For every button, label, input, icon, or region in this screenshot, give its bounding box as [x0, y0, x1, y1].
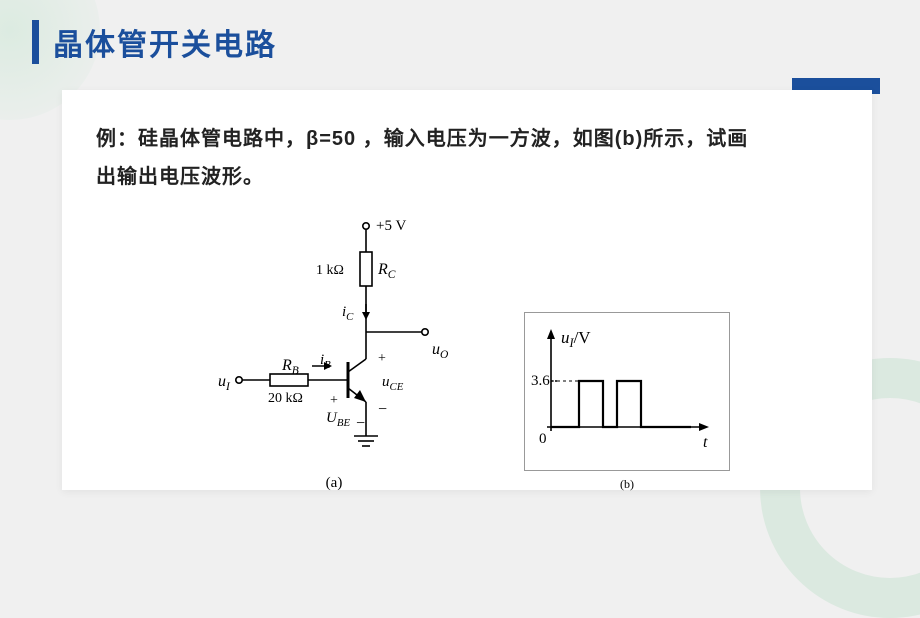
figure-a: +5 V RC 1 kΩ iC uO RB iB 20 kΩ uI uCE + …	[204, 214, 464, 492]
uce-plus: +	[378, 351, 386, 366]
uce-minus: −	[378, 401, 387, 418]
page-header: 晶体管开关电路	[32, 20, 277, 64]
uce-label: uCE	[382, 374, 404, 393]
ib-label: iB	[320, 352, 331, 371]
waveform-diagram: uI/V 3.6 0 t	[531, 319, 719, 459]
ube-minus: −	[356, 415, 365, 432]
waveform-frame: uI/V 3.6 0 t	[524, 312, 730, 471]
rc-value: 1 kΩ	[316, 263, 344, 278]
figures-row: +5 V RC 1 kΩ iC uO RB iB 20 kΩ uI uCE + …	[96, 214, 838, 492]
header-accent-bar	[32, 20, 39, 64]
circuit-diagram: +5 V RC 1 kΩ iC uO RB iB 20 kΩ uI uCE + …	[204, 214, 464, 464]
vcc-label: +5 V	[376, 218, 406, 234]
waveform-ylabel: uI/V	[561, 328, 591, 350]
ube-plus: +	[330, 393, 338, 408]
figure-a-caption: (a)	[204, 475, 464, 492]
problem-line-2: 出输出电压波形。	[96, 166, 264, 188]
problem-statement: 例：硅晶体管电路中，β=50 ，输入电压为一方波，如图(b)所示，试画 出输出电…	[96, 120, 838, 196]
figure-b: uI/V 3.6 0 t (b)	[524, 312, 730, 492]
rb-value: 20 kΩ	[268, 391, 303, 406]
ube-label: UBE	[326, 410, 350, 429]
waveform-ytick: 3.6	[531, 373, 550, 389]
page-title: 晶体管开关电路	[53, 20, 277, 64]
uo-label: uO	[432, 341, 449, 361]
rc-label: RC	[377, 261, 396, 281]
ui-label: uI	[218, 373, 231, 393]
waveform-xlabel: t	[703, 434, 708, 451]
ic-label: iC	[342, 304, 354, 323]
waveform-origin: 0	[539, 431, 547, 447]
problem-line-1: 例：硅晶体管电路中，β=50 ，输入电压为一方波，如图(b)所示，试画	[96, 128, 748, 150]
figure-b-caption: (b)	[524, 477, 730, 492]
content-card: 例：硅晶体管电路中，β=50 ，输入电压为一方波，如图(b)所示，试画 出输出电…	[62, 90, 872, 490]
